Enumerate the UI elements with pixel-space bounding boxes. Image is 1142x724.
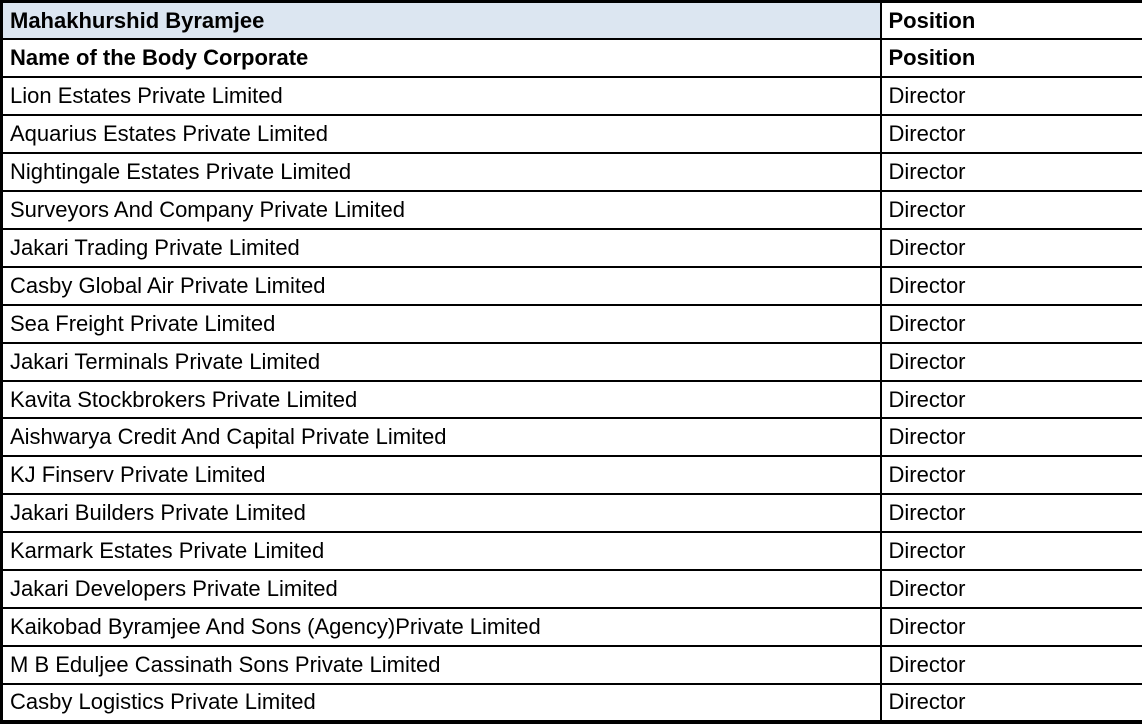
- column-header-position: Position: [879, 38, 1142, 79]
- table-row: Surveyors And Company Private Limited Di…: [0, 190, 1142, 230]
- table-row: Kaikobad Byramjee And Sons (Agency)Priva…: [0, 607, 1142, 647]
- position-cell: Director: [879, 190, 1142, 230]
- table-row: Kavita Stockbrokers Private Limited Dire…: [0, 379, 1142, 420]
- position-cell: Director: [879, 569, 1142, 609]
- company-name-cell: Jakari Trading Private Limited: [0, 227, 882, 268]
- position-cell: Director: [879, 644, 1142, 685]
- position-cell: Director: [879, 493, 1142, 534]
- company-name-cell: Kavita Stockbrokers Private Limited: [0, 379, 882, 420]
- company-name-cell: Jakari Builders Private Limited: [0, 493, 882, 534]
- position-cell: Director: [879, 455, 1142, 496]
- company-name-cell: Nightingale Estates Private Limited: [0, 152, 882, 193]
- position-cell: Director: [879, 607, 1142, 647]
- company-name-cell: Casby Logistics Private Limited: [0, 682, 882, 724]
- table-row: KJ Finserv Private Limited Director: [0, 455, 1142, 496]
- company-name-cell: Jakari Terminals Private Limited: [0, 341, 882, 382]
- table-row: Nightingale Estates Private Limited Dire…: [0, 152, 1142, 193]
- column-header-name: Name of the Body Corporate: [0, 38, 882, 79]
- table-row: Jakari Developers Private Limited Direct…: [0, 569, 1142, 609]
- position-cell: Director: [879, 417, 1142, 458]
- position-cell: Director: [879, 227, 1142, 268]
- company-name-cell: Lion Estates Private Limited: [0, 76, 882, 117]
- position-cell: Director: [879, 379, 1142, 420]
- company-name-cell: Kaikobad Byramjee And Sons (Agency)Priva…: [0, 607, 882, 647]
- position-cell: Director: [879, 341, 1142, 382]
- position-cell: Director: [879, 152, 1142, 193]
- position-cell: Director: [879, 303, 1142, 344]
- person-name-header: Mahakhurshid Byramjee: [0, 0, 882, 41]
- position-cell: Director: [879, 114, 1142, 155]
- company-name-cell: Aishwarya Credit And Capital Private Lim…: [0, 417, 882, 458]
- table-row: Lion Estates Private Limited Director: [0, 76, 1142, 117]
- table-row: Aquarius Estates Private Limited Directo…: [0, 114, 1142, 155]
- person-header-row: Mahakhurshid Byramjee Position: [0, 0, 1142, 41]
- table-row: Jakari Trading Private Limited Director: [0, 227, 1142, 268]
- person-position-header: Position: [879, 0, 1142, 41]
- company-name-cell: M B Eduljee Cassinath Sons Private Limit…: [0, 644, 882, 685]
- table-row: Casby Global Air Private Limited Directo…: [0, 265, 1142, 306]
- position-cell: Director: [879, 682, 1142, 724]
- table-row: Casby Logistics Private Limited Director: [0, 682, 1142, 724]
- table-row: M B Eduljee Cassinath Sons Private Limit…: [0, 644, 1142, 685]
- company-name-cell: Sea Freight Private Limited: [0, 303, 882, 344]
- position-cell: Director: [879, 265, 1142, 306]
- company-name-cell: Casby Global Air Private Limited: [0, 265, 882, 306]
- company-name-cell: Surveyors And Company Private Limited: [0, 190, 882, 230]
- position-cell: Director: [879, 531, 1142, 572]
- table-row: Aishwarya Credit And Capital Private Lim…: [0, 417, 1142, 458]
- table-row: Sea Freight Private Limited Director: [0, 303, 1142, 344]
- company-name-cell: Karmark Estates Private Limited: [0, 531, 882, 572]
- table-row: Karmark Estates Private Limited Director: [0, 531, 1142, 572]
- table-row: Jakari Terminals Private Limited Directo…: [0, 341, 1142, 382]
- company-name-cell: Jakari Developers Private Limited: [0, 569, 882, 609]
- table-row: Jakari Builders Private Limited Director: [0, 493, 1142, 534]
- company-name-cell: KJ Finserv Private Limited: [0, 455, 882, 496]
- position-cell: Director: [879, 76, 1142, 117]
- company-name-cell: Aquarius Estates Private Limited: [0, 114, 882, 155]
- column-header-row: Name of the Body Corporate Position: [0, 38, 1142, 79]
